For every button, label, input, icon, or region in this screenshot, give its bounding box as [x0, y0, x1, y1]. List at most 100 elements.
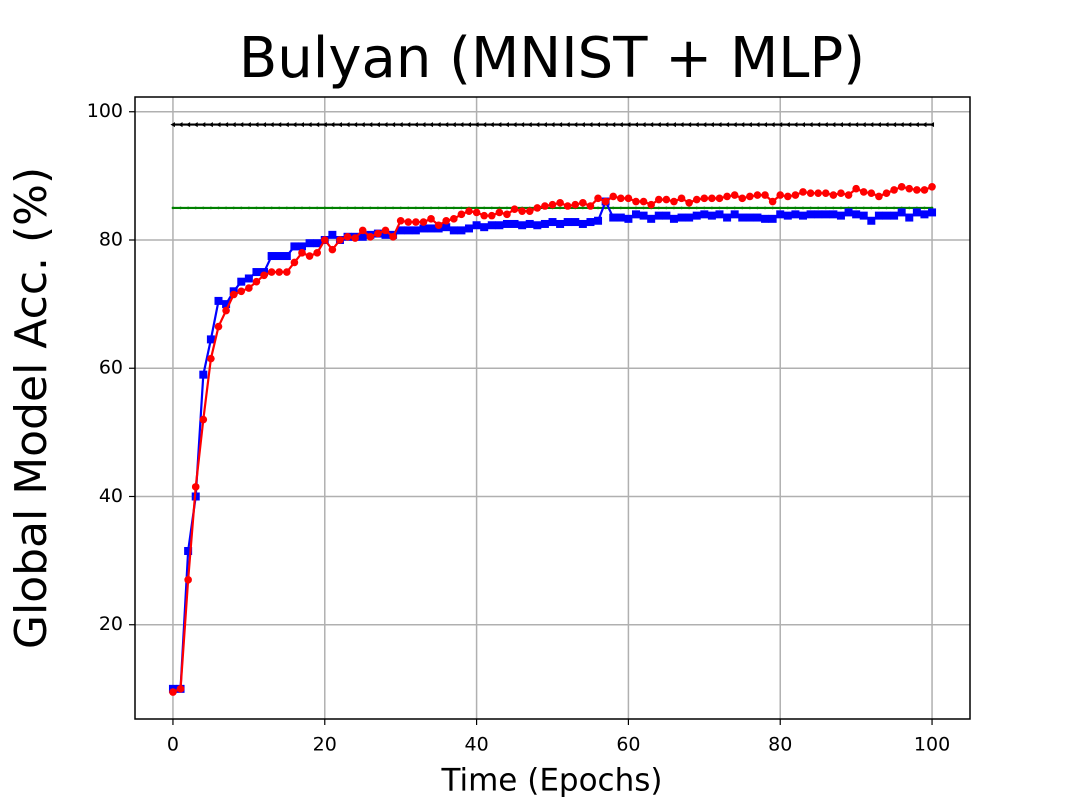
data-point: [360, 122, 365, 128]
data-point: [199, 370, 208, 379]
data-point: [920, 210, 929, 219]
data-point: [495, 208, 504, 217]
data-point: [519, 122, 525, 128]
data-point: [498, 206, 501, 210]
data-point: [868, 122, 874, 128]
data-point: [540, 219, 549, 228]
data-point: [184, 576, 192, 584]
data-point: [176, 685, 185, 693]
data-point: [806, 210, 815, 219]
data-point: [625, 122, 631, 128]
data-point: [632, 197, 640, 206]
data-point: [185, 122, 191, 128]
data-point: [411, 226, 420, 235]
data-point: [815, 122, 821, 128]
y-axis-label: Global Model Acc. (%): [6, 167, 57, 649]
data-point: [331, 206, 334, 210]
data-point: [399, 206, 402, 210]
data-point: [596, 206, 600, 210]
data-point: [730, 191, 739, 199]
data-point: [222, 300, 231, 309]
data-point: [814, 189, 822, 197]
data-point: [777, 122, 783, 128]
data-point: [396, 226, 405, 235]
data-point: [610, 122, 616, 128]
y-tick-label: 40: [99, 485, 123, 507]
data-point: [510, 205, 519, 214]
data-point: [496, 122, 502, 128]
y-tick-label: 20: [99, 613, 123, 635]
data-point: [322, 122, 327, 128]
data-point: [505, 206, 509, 210]
data-point: [285, 206, 289, 210]
data-point: [633, 122, 638, 128]
data-point: [806, 189, 815, 197]
data-point: [723, 192, 731, 201]
data-point: [738, 194, 747, 203]
data-point: [237, 277, 246, 286]
data-point: [657, 206, 661, 210]
data-point: [905, 184, 914, 193]
data-point: [290, 242, 299, 251]
series: [169, 182, 936, 696]
data-point: [656, 122, 661, 128]
data-point: [186, 206, 190, 210]
data-point: [677, 213, 686, 222]
data-point: [821, 210, 830, 219]
data-point: [261, 122, 267, 128]
data-point: [836, 211, 845, 220]
data-point: [527, 122, 532, 128]
data-point: [579, 199, 587, 207]
data-point: [270, 206, 273, 210]
data-point: [768, 197, 777, 206]
data-point: [634, 206, 638, 210]
data-point: [231, 122, 236, 128]
data-point: [276, 122, 282, 128]
data-point: [277, 206, 281, 210]
data-point: [255, 206, 258, 210]
data-point: [725, 206, 729, 210]
data-point: [692, 195, 701, 204]
data-point: [587, 122, 593, 128]
data-point: [490, 206, 494, 210]
data-point: [601, 197, 610, 206]
data-point: [169, 688, 177, 696]
data-point: [715, 194, 724, 203]
data-point: [739, 122, 745, 128]
data-point: [307, 122, 312, 128]
data-point: [290, 258, 299, 267]
data-point: [366, 232, 375, 241]
data-point: [374, 229, 382, 238]
data-point: [193, 122, 198, 128]
data-point: [389, 232, 397, 241]
data-point: [495, 221, 504, 230]
data-point: [785, 122, 790, 128]
data-point: [756, 206, 759, 210]
data-point: [679, 122, 684, 128]
data-point: [801, 206, 805, 210]
data-point: [685, 199, 693, 207]
data-point: [663, 122, 669, 128]
data-point: [450, 215, 458, 223]
data-point: [405, 122, 411, 128]
x-tick-label: 40: [464, 734, 488, 756]
data-point: [718, 206, 721, 210]
data-point: [451, 122, 456, 128]
data-point: [548, 218, 557, 227]
data-point: [209, 206, 213, 210]
data-point: [434, 221, 443, 230]
data-point: [897, 208, 906, 217]
data-point: [443, 122, 449, 128]
data-point: [877, 206, 881, 210]
data-point: [413, 122, 418, 128]
data-point: [654, 211, 663, 220]
data-point: [381, 230, 390, 239]
data-point: [343, 232, 352, 241]
data-point: [647, 200, 655, 209]
data-point: [703, 206, 706, 210]
data-point: [512, 122, 517, 128]
data-point: [269, 122, 274, 128]
data-point: [882, 211, 891, 220]
data-point: [928, 208, 937, 217]
data-point: [427, 224, 436, 233]
